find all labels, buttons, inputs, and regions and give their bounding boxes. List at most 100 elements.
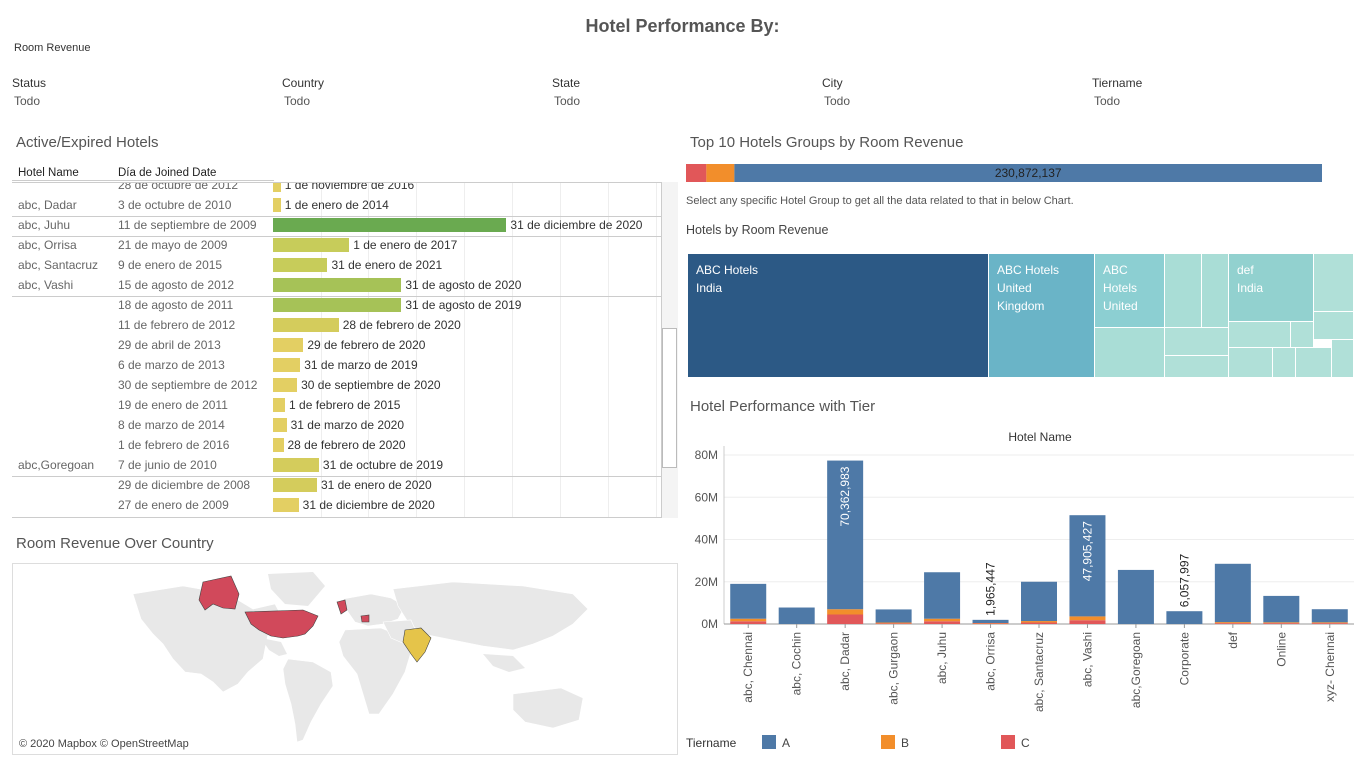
bar-segment-c[interactable]	[875, 623, 912, 624]
legend-item-c[interactable]: C	[1001, 735, 1030, 750]
treemap-cell[interactable]	[1202, 254, 1229, 328]
table-row[interactable]: 1 de febrero de 2016 28 de febrero de 202…	[12, 435, 662, 455]
treemap-cell-abc-uk[interactable]: ABC Hotels United Kingdom	[989, 254, 1095, 378]
gantt-bar[interactable]	[273, 258, 328, 272]
table-row[interactable]: 6 de marzo de 2013 31 de marzo de 2019	[12, 355, 662, 375]
bar-segment-a[interactable]	[924, 572, 961, 619]
table-row[interactable]: abc, Vashi 15 de agosto de 2012 31 de agos…	[12, 275, 662, 295]
bar-segment-b[interactable]	[1069, 616, 1106, 621]
treemap-cell[interactable]	[1165, 328, 1229, 356]
gantt-bar[interactable]	[273, 338, 304, 352]
treemap-cell[interactable]	[1296, 348, 1332, 378]
filter-tiername[interactable]: Tiername Todo	[1092, 76, 1352, 108]
top10-stacked-bar[interactable]: 230,872,137	[686, 164, 1326, 184]
table-row[interactable]: abc, Dadar 3 de octubre de 2010 1 de enero…	[12, 195, 662, 215]
bar-segment-b[interactable]	[827, 609, 864, 615]
gantt-bar[interactable]	[273, 478, 317, 492]
bar-segment-c[interactable]	[924, 621, 961, 624]
bar-segment-c[interactable]	[1214, 623, 1251, 624]
table-row[interactable]: 29 de diciembre de 2008 31 de enero de 20…	[12, 475, 662, 495]
table-row[interactable]: abc, Santacruz 9 de enero de 2015 31 de en…	[12, 255, 662, 275]
bar-segment-c[interactable]	[1311, 623, 1348, 624]
table-row[interactable]: 11 de febrero de 2012 28 de febrero de 20…	[12, 315, 662, 335]
treemap-cell-abc-united[interactable]: ABC Hotels United	[1095, 254, 1165, 328]
table-row[interactable]: abc, Juhu 11 de septiembre de 2009 31 de d…	[12, 215, 662, 235]
bar-segment-a[interactable]	[1117, 569, 1154, 624]
legend-item-b[interactable]: B	[881, 735, 909, 750]
gantt-bar[interactable]	[273, 438, 284, 452]
bar-segment-c[interactable]	[1021, 622, 1057, 624]
table-row[interactable]: 30 de septiembre de 2012 30 de septiembre…	[12, 375, 662, 395]
filter-state-dropdown[interactable]: Todo	[554, 94, 581, 108]
filter-status-dropdown[interactable]: Todo	[14, 94, 41, 108]
filter-city-dropdown[interactable]: Todo	[824, 94, 851, 108]
treemap-cell[interactable]	[1229, 348, 1273, 378]
treemap-cell[interactable]	[1332, 340, 1354, 378]
treemap-cell-abc-india[interactable]: ABC Hotels India	[688, 254, 989, 378]
table-row[interactable]: 8 de marzo de 2014 31 de marzo de 2020	[12, 415, 662, 435]
treemap-cell[interactable]	[1314, 254, 1354, 312]
bar-segment-c[interactable]	[1263, 623, 1300, 624]
top10-segment[interactable]	[706, 164, 735, 182]
filter-tiername-dropdown[interactable]: Todo	[1094, 94, 1121, 108]
treemap-cell[interactable]	[1165, 254, 1202, 328]
bar-segment-c[interactable]	[827, 614, 864, 624]
filter-city[interactable]: City Todo	[822, 76, 1082, 108]
table-row[interactable]: abc, Orrisa 21 de mayo de 2009 1 de enero …	[12, 235, 662, 255]
filter-country[interactable]: Country Todo	[282, 76, 542, 108]
bar-segment-a[interactable]	[1311, 609, 1348, 623]
gantt-bar[interactable]	[273, 183, 281, 192]
bar-segment-a[interactable]	[827, 460, 864, 610]
tier-chart[interactable]: Hotel Name 0M 20M 40M 60M 80M abc, Chennai abc,…	[686, 426, 1356, 731]
bar-segment-a[interactable]	[1263, 595, 1300, 623]
gantt-table[interactable]: 28 de octubre de 2012 1 de noviembre de 2…	[12, 182, 678, 518]
bar-segment-b[interactable]	[730, 618, 767, 622]
treemap-cell[interactable]	[1095, 328, 1165, 378]
bar-segment-b[interactable]	[875, 622, 912, 624]
treemap-cell[interactable]	[1165, 356, 1229, 378]
bar-segment-b[interactable]	[1214, 622, 1251, 624]
bar-segment-c[interactable]	[972, 623, 1009, 624]
bar-segment-a[interactable]	[778, 607, 815, 624]
bar-segment-a[interactable]	[1214, 563, 1251, 623]
bar-segment-b[interactable]	[1311, 622, 1348, 624]
gantt-bar[interactable]	[273, 238, 350, 252]
top10-segment[interactable]	[686, 164, 707, 182]
table-row[interactable]: 19 de enero de 2011 1 de febrero de 2015	[12, 395, 662, 415]
treemap[interactable]: ABC Hotels India ABC Hotels United Kingd…	[688, 254, 1354, 378]
bar-segment-a[interactable]	[875, 609, 912, 623]
bar-segment-c[interactable]	[730, 621, 767, 624]
gantt-bar[interactable]	[273, 398, 286, 412]
gantt-bar[interactable]	[273, 318, 339, 332]
gantt-bar[interactable]	[273, 298, 402, 312]
filter-country-dropdown[interactable]: Todo	[284, 94, 311, 108]
treemap-cell[interactable]	[1291, 322, 1314, 348]
gantt-scrollbar-thumb[interactable]	[662, 328, 677, 468]
table-row[interactable]: abc,Goregoan 7 de junio de 2010 31 de octu…	[12, 455, 662, 475]
treemap-cell[interactable]	[1229, 322, 1291, 348]
top10-segment[interactable]	[734, 164, 1322, 182]
bar-segment-b[interactable]	[1263, 622, 1300, 624]
gantt-bar[interactable]	[273, 378, 298, 392]
gantt-bar[interactable]	[273, 458, 319, 472]
bar-segment-c[interactable]	[1069, 620, 1106, 624]
treemap-cell[interactable]	[1314, 312, 1354, 340]
table-row[interactable]: 29 de abril de 2013 29 de febrero de 2020	[12, 335, 662, 355]
bar-segment-a[interactable]	[972, 619, 1009, 624]
gantt-bar[interactable]	[273, 418, 287, 432]
world-map[interactable]: © 2020 Mapbox © OpenStreetMap	[12, 563, 678, 755]
bar-segment-a[interactable]	[1069, 515, 1106, 617]
gantt-bar[interactable]	[273, 358, 301, 372]
gantt-bar[interactable]	[273, 278, 402, 292]
bar-segment-a[interactable]	[1021, 581, 1057, 622]
measure-selector[interactable]: Room Revenue	[14, 42, 91, 54]
bar-segment-b[interactable]	[1021, 621, 1057, 623]
legend-item-a[interactable]: A	[762, 735, 790, 750]
bar-segment-a[interactable]	[730, 583, 767, 619]
filter-status[interactable]: Status Todo	[12, 76, 272, 108]
filter-state[interactable]: State Todo	[552, 76, 812, 108]
table-row[interactable]: 27 de enero de 2009 31 de diciembre de 20…	[12, 495, 662, 515]
bar-segment-a[interactable]	[1166, 611, 1203, 624]
gantt-bar[interactable]	[273, 198, 281, 212]
